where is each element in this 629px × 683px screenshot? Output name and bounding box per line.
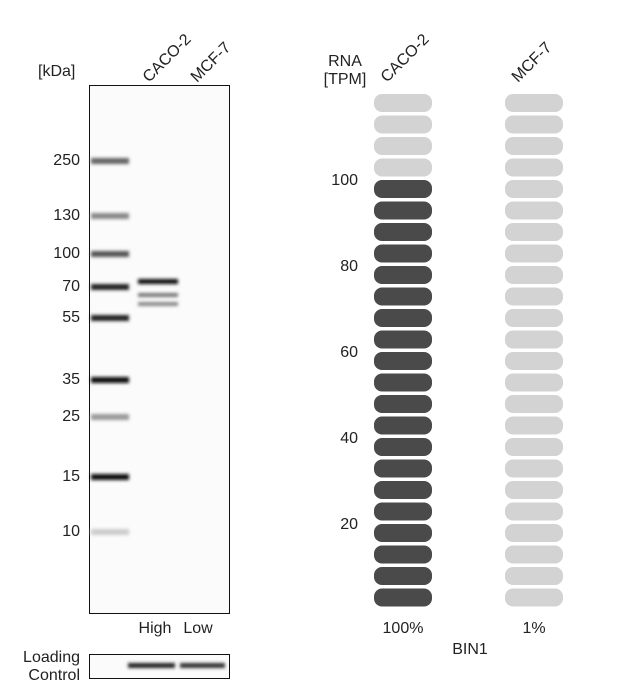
tick-label: 80 — [340, 258, 358, 275]
tpm-pill — [505, 244, 563, 263]
ladder-band — [91, 474, 129, 480]
tick-label: 20 — [340, 516, 358, 533]
tpm-pill — [505, 180, 563, 198]
tick-label: 100 — [331, 172, 358, 189]
rna-panel: 100 80 60 40 20 CACO-2 100% MCF-7 1% — [331, 31, 563, 637]
tpm-pill — [505, 459, 563, 478]
ladder-band — [91, 251, 129, 257]
axis-label: RNA — [328, 53, 362, 70]
band — [138, 293, 178, 297]
gene-label: BIN1 — [452, 641, 488, 658]
loading-label: Loading — [23, 649, 80, 666]
marker-label: 10 — [62, 523, 80, 540]
tpm-pill — [505, 502, 563, 521]
sample-bands — [138, 279, 178, 306]
tpm-pill — [374, 352, 432, 370]
tpm-pill — [374, 180, 432, 198]
level-label: Low — [183, 620, 213, 637]
tpm-pill — [505, 287, 563, 306]
ladder-band — [91, 529, 129, 535]
tpm-pill — [505, 395, 563, 413]
tpm-pill — [374, 309, 432, 327]
marker-labels: 250 130 100 70 55 35 25 15 10 — [53, 152, 80, 540]
tpm-pill — [505, 309, 563, 327]
tpm-pill — [505, 438, 563, 456]
tpm-pill — [374, 115, 432, 134]
lane-label: CACO-2 — [140, 31, 195, 86]
tick-label: 40 — [340, 430, 358, 447]
band — [138, 302, 178, 306]
tpm-pill — [505, 115, 563, 134]
level-label: High — [139, 620, 172, 637]
tpm-pill — [374, 373, 432, 392]
marker-label: 100 — [53, 245, 80, 262]
sample-label: CACO-2 — [378, 31, 433, 86]
tpm-pill — [374, 137, 432, 155]
tick-label: 60 — [340, 344, 358, 361]
ladder — [91, 158, 129, 535]
tpm-pill — [374, 330, 432, 349]
tpm-pill — [374, 244, 432, 263]
marker-label: 250 — [53, 152, 80, 169]
marker-label: 25 — [62, 408, 80, 425]
tpm-pill — [374, 459, 432, 478]
ladder-band — [91, 284, 129, 290]
tpm-pill — [505, 137, 563, 155]
tpm-pill — [505, 223, 563, 241]
lane-label: MCF-7 — [188, 39, 235, 86]
ladder-band — [91, 377, 129, 383]
tpm-pill — [374, 588, 432, 607]
tpm-pill — [374, 223, 432, 241]
tpm-pill — [505, 373, 563, 392]
tpm-pill — [505, 416, 563, 435]
marker-label: 70 — [62, 278, 80, 295]
band — [128, 663, 175, 668]
tpm-pill — [505, 352, 563, 370]
tpm-pill — [505, 330, 563, 349]
ladder-band — [91, 414, 129, 420]
loading-label: Control — [28, 667, 80, 683]
tpm-pill — [505, 567, 563, 585]
tpm-pill — [505, 266, 563, 284]
tpm-pill — [374, 545, 432, 564]
ladder-band — [91, 315, 129, 321]
unit-label: [kDa] — [38, 63, 75, 80]
tpm-pill — [505, 201, 563, 220]
tpm-pill — [374, 524, 432, 542]
tpm-pill — [374, 567, 432, 585]
axis-label: [TPM] — [324, 71, 367, 88]
tpm-pill — [374, 94, 432, 112]
marker-label: 55 — [62, 309, 80, 326]
band — [180, 663, 225, 668]
tpm-pill — [505, 524, 563, 542]
tpm-pill — [505, 481, 563, 499]
tpm-pill — [374, 502, 432, 521]
tpm-pill — [505, 94, 563, 112]
ladder-band — [91, 158, 129, 164]
tpm-pill — [374, 287, 432, 306]
marker-label: 130 — [53, 207, 80, 224]
tpm-pill — [374, 438, 432, 456]
tpm-pill — [374, 481, 432, 499]
tpm-pill — [374, 416, 432, 435]
tpm-pill — [374, 266, 432, 284]
tpm-pill — [374, 395, 432, 413]
marker-label: 15 — [62, 468, 80, 485]
percent-label: 100% — [383, 620, 424, 637]
band — [138, 279, 178, 284]
tpm-pill — [505, 588, 563, 607]
sample-label: MCF-7 — [509, 39, 556, 86]
tpm-pill — [374, 158, 432, 177]
tpm-pill — [505, 158, 563, 177]
tpm-pill — [505, 545, 563, 564]
percent-label: 1% — [522, 620, 545, 637]
tpm-pill — [374, 201, 432, 220]
loading-bands — [128, 663, 225, 668]
blot-panel — [89, 85, 230, 614]
marker-label: 35 — [62, 371, 80, 388]
ladder-band — [91, 213, 129, 219]
